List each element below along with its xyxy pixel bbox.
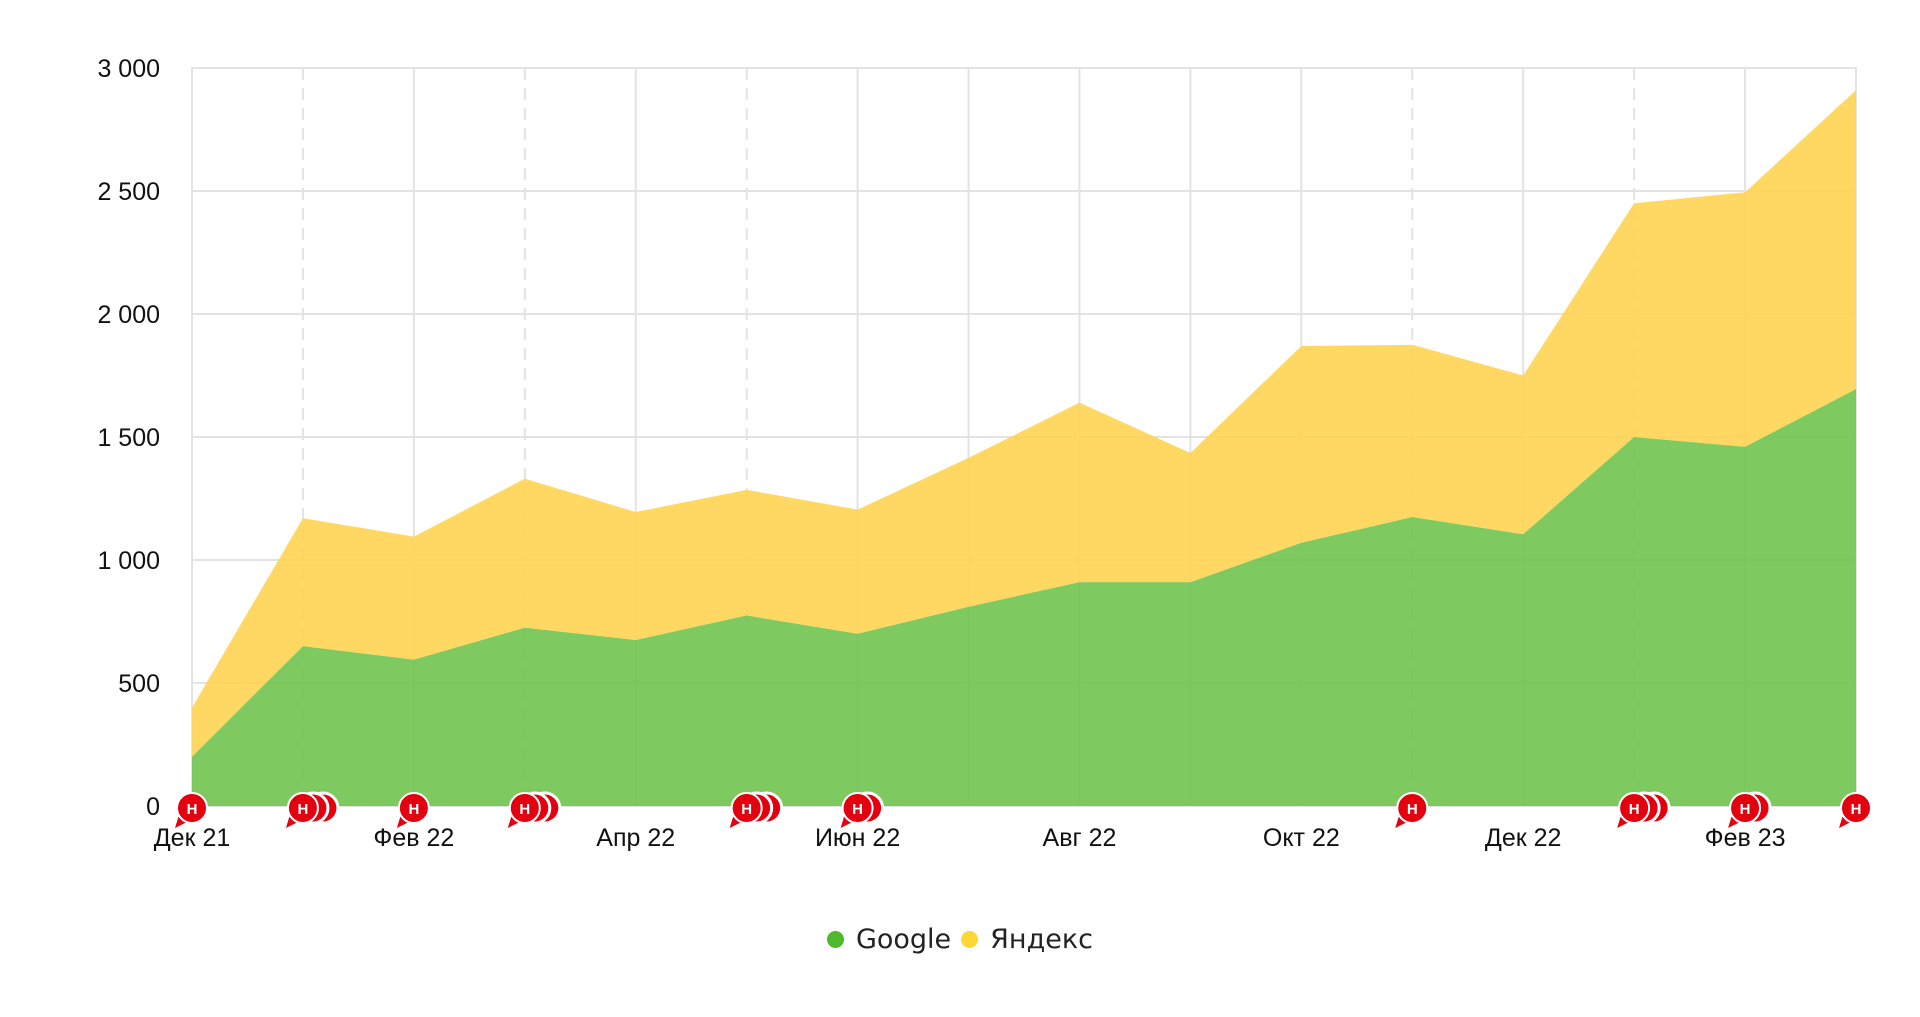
- annotation-label: Н: [1851, 801, 1862, 818]
- x-tick-label: Июн 22: [815, 824, 900, 852]
- annotation-pointer-icon: [1617, 815, 1632, 828]
- annotation-marker: Н: [507, 791, 562, 828]
- annotation-marker: Н: [840, 791, 885, 828]
- annotation-label: Н: [741, 801, 752, 818]
- series-area-yandex: [192, 90, 1856, 757]
- annotation-label: Н: [852, 801, 863, 818]
- x-tick-label: Фев 22: [373, 824, 454, 852]
- annotation-marker: Н: [1728, 791, 1772, 828]
- annotation-circle: [1729, 792, 1762, 824]
- y-tick-label: 3 000: [97, 55, 160, 83]
- annotation-pointer-icon: [840, 815, 855, 828]
- annotation-marker: Н: [1395, 792, 1429, 828]
- annotation-circle: [1618, 792, 1651, 824]
- annotation-pointer-icon: [285, 815, 300, 828]
- annotation-circle: [286, 792, 319, 824]
- y-tick-label: 2 500: [97, 178, 160, 206]
- annotation-pointer-icon: [729, 815, 744, 828]
- x-tick-label: Авг 22: [1043, 824, 1117, 852]
- annotation-label: Н: [1740, 801, 1751, 818]
- legend-yandex-label: Яндекс: [990, 924, 1094, 955]
- annotation-marker: Н: [1839, 792, 1872, 828]
- legend-yandex-swatch-icon: [961, 931, 979, 948]
- annotation-marker: Н: [729, 791, 784, 828]
- legend-item-yandex[interactable]: Яндекс: [961, 924, 1093, 955]
- annotation-pointer-icon: [1395, 815, 1410, 828]
- x-tick-label: Апр 22: [596, 824, 675, 852]
- annotation-marker: Н: [285, 791, 340, 828]
- x-tick-label: Дек 22: [1485, 824, 1562, 852]
- x-tick-label: Окт 22: [1263, 824, 1340, 852]
- y-tick-label: 2 000: [97, 301, 160, 329]
- y-tick-label: 1 500: [97, 424, 160, 452]
- annotation-marker: Н: [175, 792, 208, 828]
- legend-google-swatch-icon: [826, 931, 844, 948]
- series-area-google: [192, 389, 1856, 806]
- annotation-circle: [176, 792, 208, 824]
- annotation-label: Н: [1629, 801, 1640, 818]
- legend-item-google[interactable]: Google: [826, 924, 952, 955]
- annotation-label: Н: [298, 801, 309, 818]
- chart-legend: Google Яндекс: [0, 924, 1920, 955]
- x-tick-label: Дек 21: [154, 824, 231, 852]
- annotation-pointer-icon: [175, 815, 189, 828]
- legend-google-label: Google: [855, 924, 952, 955]
- annotation-circle: [397, 792, 430, 824]
- y-tick-label: 500: [118, 670, 160, 698]
- annotation-circle: [1840, 792, 1872, 824]
- annotation-circle: [841, 792, 874, 824]
- annotation-circle: [730, 792, 763, 824]
- annotation-pointer-icon: [507, 815, 522, 828]
- annotation-pointer-icon: [1839, 815, 1853, 828]
- annotation-pointer-icon: [396, 815, 411, 828]
- annotation-pointer-icon: [1728, 815, 1743, 828]
- annotation-label: Н: [408, 801, 419, 818]
- annotation-circle: [508, 792, 541, 824]
- annotation-circle: [1396, 792, 1429, 824]
- y-tick-label: 1 000: [97, 547, 160, 575]
- y-tick-label: 0: [146, 793, 160, 821]
- annotation-marker: Н: [1617, 791, 1671, 828]
- annotation-label: Н: [519, 801, 530, 818]
- annotation-marker: Н: [396, 792, 430, 828]
- annotation-label: Н: [1407, 801, 1418, 818]
- x-tick-label: Фев 23: [1705, 824, 1786, 852]
- annotation-label: Н: [187, 801, 198, 818]
